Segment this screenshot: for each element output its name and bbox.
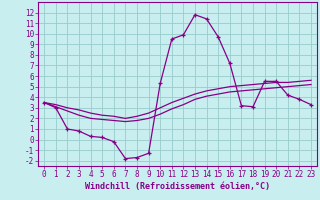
- X-axis label: Windchill (Refroidissement éolien,°C): Windchill (Refroidissement éolien,°C): [85, 182, 270, 191]
